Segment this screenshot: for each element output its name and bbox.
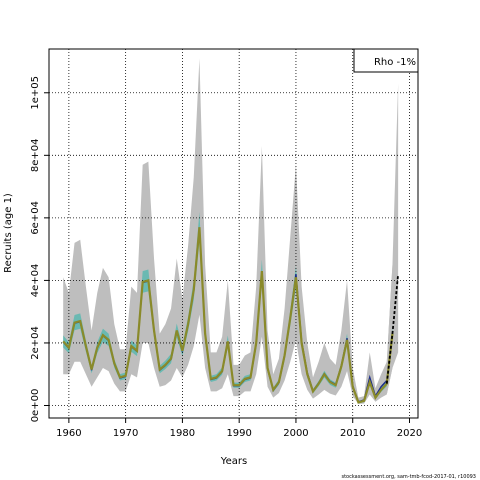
x-tick-label: 1980 xyxy=(170,428,195,439)
confidence-band xyxy=(63,58,393,404)
projection-band xyxy=(386,83,399,395)
x-tick-label: 1960 xyxy=(56,428,81,439)
axes: 1960 1970 1980 1990 2000 2010 2020 0e+00 2e+04 4e… xyxy=(30,48,422,439)
y-tick-label: 4e+04 xyxy=(30,264,41,298)
legend-text: Rho -1% xyxy=(374,57,416,68)
confidence-bands xyxy=(63,58,399,404)
legend-box xyxy=(353,48,419,73)
x-tick-label: 1970 xyxy=(113,428,138,439)
y-tick-label: 1e+05 xyxy=(30,76,41,110)
x-tick-label: 2020 xyxy=(397,428,422,439)
y-tick-label: 6e+04 xyxy=(30,201,41,235)
base-series-line xyxy=(62,227,394,404)
y-tick-label: 2e+04 xyxy=(30,326,41,360)
legend: Rho -1% xyxy=(353,48,419,73)
x-tick-label: 2000 xyxy=(283,428,308,439)
y-axis-label: Recruits (age 1) xyxy=(3,193,14,273)
projection-line xyxy=(385,274,400,384)
source-caption: stockassessment.org, sam-tmb-fcod-2017-0… xyxy=(341,474,476,480)
y-tick-label: 8e+04 xyxy=(30,139,41,173)
x-tick-label: 1990 xyxy=(226,428,251,439)
y-tick-label: 0e+00 xyxy=(30,389,41,423)
plot-frame xyxy=(48,48,419,419)
x-tick-label: 2010 xyxy=(340,428,365,439)
series-lines xyxy=(62,227,400,404)
x-axis-label: Years xyxy=(220,456,247,467)
